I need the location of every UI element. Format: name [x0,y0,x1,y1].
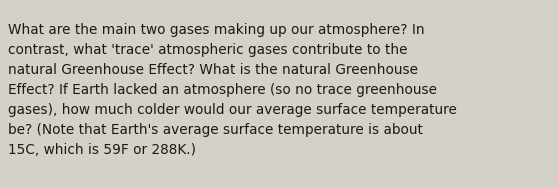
Text: What are the main two gases making up our atmosphere? In
contrast, what 'trace' : What are the main two gases making up ou… [8,23,456,157]
